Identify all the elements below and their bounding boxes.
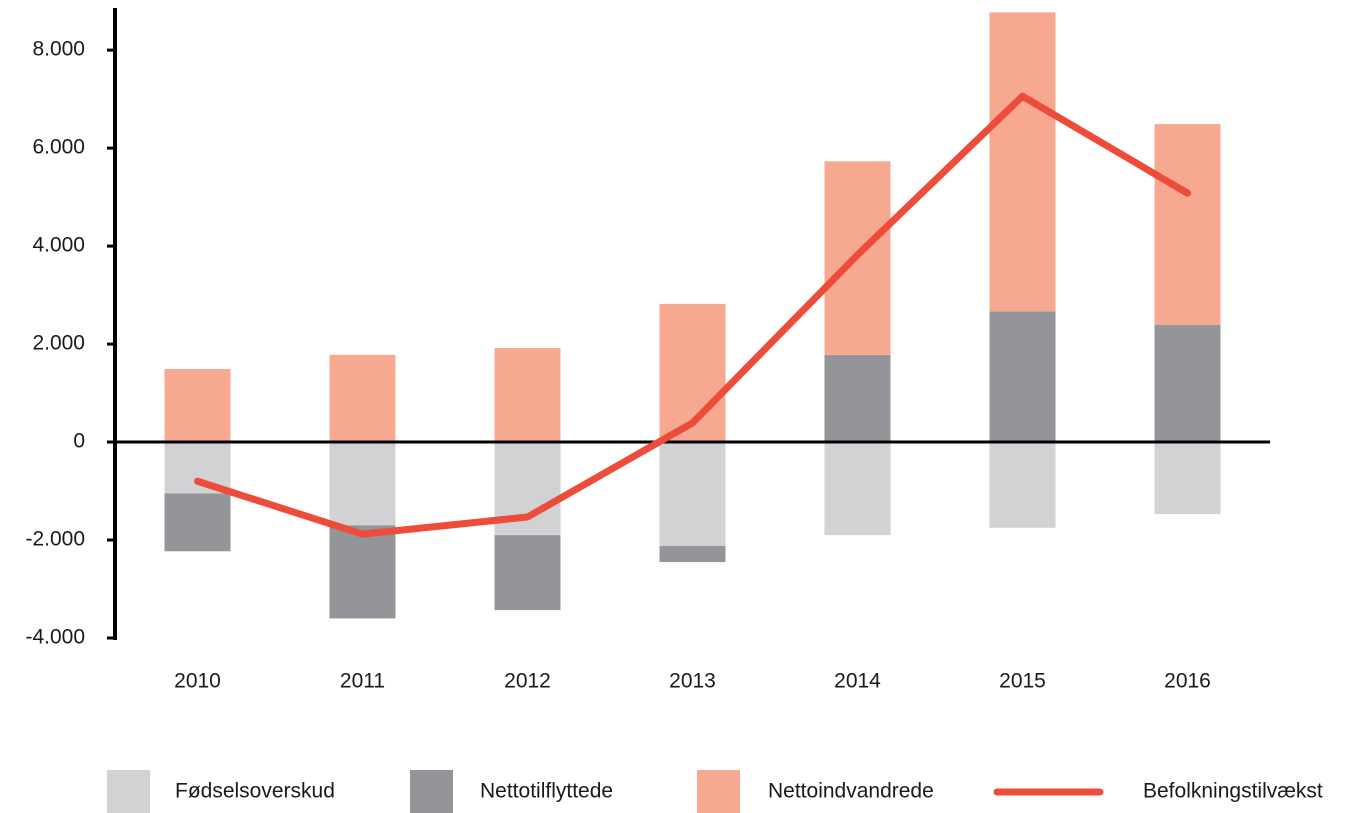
x-tick-label: 2011 <box>340 670 385 693</box>
bar <box>989 311 1056 443</box>
legend-label: Fødselsoverskud <box>175 780 335 803</box>
bar <box>329 525 396 619</box>
bar <box>1154 442 1221 515</box>
y-tick-label: -4.000 <box>25 626 85 649</box>
y-tick-label: 0 <box>73 430 85 453</box>
bar <box>1154 124 1221 325</box>
bar <box>494 347 561 443</box>
y-tick-label: 8.000 <box>32 38 85 61</box>
bar <box>824 442 891 536</box>
bar <box>659 442 726 546</box>
bar <box>164 493 231 552</box>
legend-swatch <box>697 770 740 813</box>
x-tick-label: 2014 <box>834 670 881 693</box>
legend-label: Nettotilflyttede <box>480 780 613 803</box>
x-tick-label: 2012 <box>504 670 551 693</box>
bar <box>164 369 231 443</box>
y-tick-label: 6.000 <box>32 136 85 159</box>
y-tick-label: 4.000 <box>32 234 85 257</box>
legend-swatch <box>107 770 150 813</box>
bar <box>494 535 561 611</box>
y-tick-label: -2.000 <box>25 528 85 551</box>
bar <box>1154 324 1221 443</box>
line <box>194 92 1191 538</box>
bar <box>329 442 396 526</box>
y-tick-label: 2.000 <box>32 332 85 355</box>
bar <box>329 354 396 443</box>
legend-label: Befolkningstilvækst <box>1143 780 1323 803</box>
bar <box>659 545 726 563</box>
bar <box>824 354 891 443</box>
x-tick-label: 2010 <box>174 670 221 693</box>
x-tick-label: 2016 <box>1164 670 1211 693</box>
bar <box>989 442 1056 528</box>
bar <box>989 12 1056 312</box>
legend-label: Nettoindvandrede <box>768 780 934 803</box>
x-tick-label: 2015 <box>999 670 1046 693</box>
x-tick-label: 2013 <box>669 670 716 693</box>
legend-swatch <box>410 770 453 813</box>
